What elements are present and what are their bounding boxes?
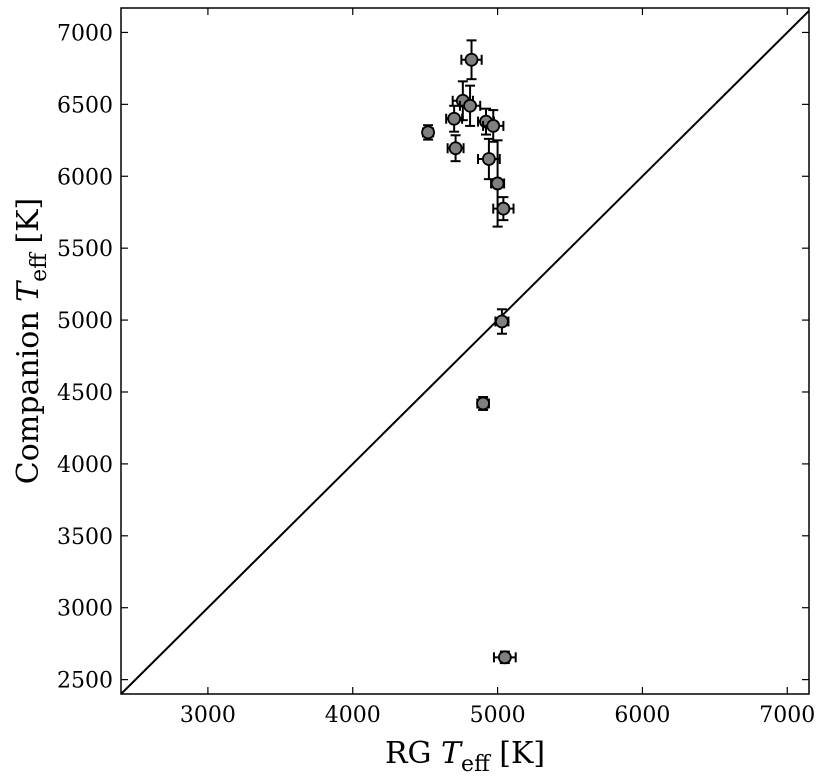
plot-frame: [120, 7, 810, 695]
data-point: [460, 39, 483, 81]
data-point: [492, 650, 517, 665]
point-marker: [463, 98, 477, 113]
point-marker: [464, 52, 479, 67]
y-tick-label: 6500: [57, 93, 113, 118]
y-tick-label: 2500: [57, 669, 113, 694]
point-marker: [476, 396, 491, 411]
data-point: [492, 196, 515, 222]
data-point: [458, 84, 482, 127]
y-tick-label: 5000: [57, 309, 113, 334]
x-axis-label: RG Teff [K]: [385, 736, 545, 777]
data-point: [482, 109, 505, 143]
point-marker: [481, 152, 496, 166]
point-marker: [448, 141, 463, 156]
y-axis-label: Companion Teff [K]: [11, 198, 52, 484]
x-tick-label: 6000: [614, 703, 670, 728]
y-tick-label: 4500: [57, 381, 113, 406]
y-tick-label: 5500: [57, 237, 113, 262]
data-point: [446, 134, 465, 163]
data-point: [476, 396, 491, 411]
y-tick-label: 3500: [57, 525, 113, 550]
x-tick-label: 4000: [325, 703, 381, 728]
y-tick-label: 7000: [57, 21, 113, 46]
data-point: [445, 104, 464, 133]
data-point: [477, 137, 501, 181]
point-marker: [421, 125, 435, 140]
point-marker: [490, 176, 505, 191]
point-marker: [447, 111, 462, 126]
data-point: [421, 124, 435, 141]
y-tick-label: 6000: [57, 165, 113, 190]
point-marker: [496, 201, 511, 216]
point-marker: [497, 650, 512, 665]
identity-line: [121, 9, 809, 694]
x-tick-label: 3000: [180, 703, 236, 728]
y-tick-label: 4000: [57, 453, 113, 478]
x-tick-label: 5000: [470, 703, 526, 728]
data-point: [494, 308, 510, 335]
x-tick-label: 7000: [759, 703, 815, 728]
point-marker: [486, 119, 501, 133]
point-marker: [495, 314, 509, 329]
y-tick-label: 3000: [57, 597, 113, 622]
